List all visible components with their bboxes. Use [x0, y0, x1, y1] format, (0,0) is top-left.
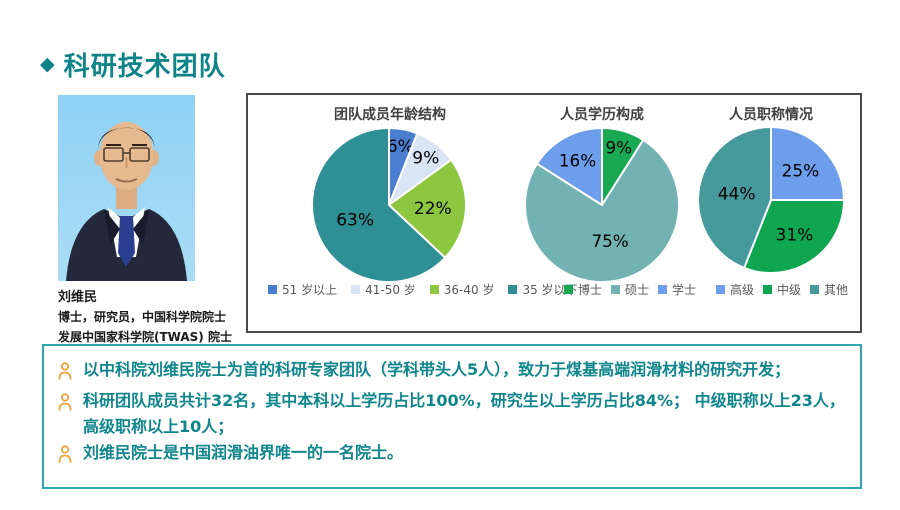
page-title: 科研技术团队 [63, 52, 226, 82]
portrait-glasses [103, 147, 124, 162]
bullet-item: 刘维民院士是中国润滑油界唯一的一名院士。 [57, 440, 848, 471]
bullet-item: 科研团队成员共计32名，其中本科以上学历占比100%，研究生以上学历占比84%；… [57, 388, 848, 440]
legend-item: 35 岁以下 [508, 281, 578, 298]
chart-title-rank: 人员职称情况 [729, 107, 813, 123]
pie-data-label: 75% [591, 231, 628, 251]
charts-panel: 团队成员年龄结构 人员学历构成 人员职称情况 6% 9% 22% 63% 9% 75% 1… [246, 93, 862, 333]
legend-swatch [564, 285, 573, 294]
legend-swatch [268, 285, 277, 294]
legend-swatch [429, 285, 439, 294]
bullet-list: 以中科院刘维民院士为首的科研专家团队（学科带头人5人），致力于煤基高端润滑材料的… [57, 357, 848, 471]
pie-data-label: 9% [605, 137, 632, 157]
legend-item: 中级 [763, 281, 801, 298]
legend-item: 51 岁以上 [268, 281, 337, 298]
pie-slice-35 岁以下 [311, 127, 447, 283]
legend-item: 学士 [658, 281, 696, 298]
pie-chart-education: 9% 75% 16% [523, 126, 680, 283]
legend-swatch [716, 285, 725, 294]
pie-data-label: 6% [387, 137, 414, 157]
pie-slice-中级 [743, 199, 845, 274]
chart-title-education: 人员学历构成 [560, 107, 644, 123]
bullet-box: 以中科院刘维民院士为首的科研专家团队（学科带头人5人），致力于煤基高端润滑材料的… [42, 344, 862, 489]
pie-data-label: 63% [336, 211, 374, 231]
legend-label: 35 岁以下 [522, 283, 578, 297]
bullet-text: 以中科院刘维民院士为首的科研专家团队（学科带头人5人），致力于煤基高端润滑材料的… [83, 360, 791, 379]
pie-slice-36-40 岁 [388, 158, 467, 259]
person-icon [57, 388, 74, 419]
legend-swatch [810, 285, 820, 294]
legend-swatch [611, 285, 621, 294]
legend-education: 博士 硕士 学士 [564, 281, 696, 298]
legend-label: 硕士 [625, 283, 650, 297]
pie-data-label: 22% [414, 199, 452, 219]
legend-item: 博士 [564, 281, 602, 298]
pie-data-label: 16% [559, 150, 596, 170]
legend-item: 36-40 岁 [429, 281, 495, 298]
legend-item: 硕士 [611, 281, 649, 298]
pie-data-label: 31% [776, 225, 814, 245]
profile-desc-2: 发展中国家科学院(TWAS) 院士 [58, 330, 232, 344]
legend-label: 41-50 岁 [365, 283, 416, 297]
bullet-text: 刘维民院士是中国润滑油界唯一的一名院士。 [83, 443, 404, 462]
legend-label: 其他 [824, 283, 849, 297]
legend-item: 高级 [716, 281, 754, 298]
legend-swatch [763, 285, 773, 294]
header: ◆ 科研技术团队 [40, 46, 226, 83]
pie-data-label: 9% [412, 149, 439, 169]
legend-swatch [508, 285, 518, 294]
legend-swatch [658, 285, 668, 294]
profile-name: 刘维民 [58, 290, 98, 305]
legend-swatch [351, 285, 361, 294]
legend-item: 41-50 岁 [351, 281, 416, 298]
pie-chart-age: 6%9% 22% 63% [311, 127, 467, 283]
pie-slice-学士 [535, 126, 603, 206]
legend-label: 51 岁以上 [282, 283, 338, 297]
legend-rank: 高级 中级 其他 [716, 281, 848, 298]
profile-photo [58, 95, 195, 281]
pie-slice-其他 [697, 126, 772, 269]
person-icon [57, 357, 74, 388]
legend-age: 51 岁以上 41-50 岁 36-40 岁 35 岁以下 [268, 281, 578, 298]
legend-label: 高级 [730, 283, 755, 297]
legend-label: 中级 [777, 283, 802, 297]
pie-slice-硕士 [523, 138, 680, 283]
profile-desc-1: 博士，研究员，中国科学院院士 [58, 310, 227, 324]
person-icon [57, 440, 74, 471]
profile-caption: 刘维民 博士，研究员，中国科学院院士 发展中国家科学院(TWAS) 院士 [58, 286, 288, 345]
chart-title-age: 团队成员年龄结构 [334, 107, 446, 123]
legend-label: 博士 [578, 283, 603, 297]
legend-item: 其他 [810, 281, 848, 298]
pie-data-label: 44% [718, 184, 756, 204]
pie-slice-高级 [770, 126, 845, 201]
bullet-item: 以中科院刘维民院士为首的科研专家团队（学科带头人5人），致力于煤基高端润滑材料的… [57, 357, 848, 388]
legend-label: 学士 [672, 283, 697, 297]
pie-data-label: 25% [782, 162, 820, 182]
legend-label: 36-40 岁 [443, 283, 495, 297]
diamond-icon: ◆ [40, 53, 55, 75]
bullet-text: 科研团队成员共计32名，其中本科以上学历占比100%，研究生以上学历占比84%；… [83, 391, 845, 436]
pie-chart-rank: 25% 31% 44% [697, 126, 845, 274]
